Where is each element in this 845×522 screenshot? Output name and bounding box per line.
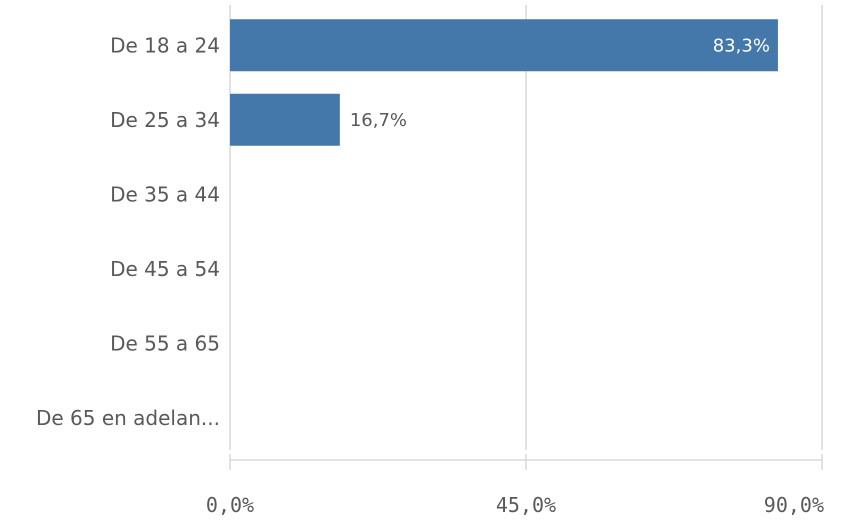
tick-label: 0,0%: [206, 493, 254, 517]
bars: [230, 19, 778, 146]
category-label: De 25 a 34: [110, 108, 220, 132]
category-label: De 18 a 24: [110, 33, 220, 57]
bar[interactable]: [230, 93, 340, 146]
x-axis-ticks: 0,0% 45,0% 90,0%: [206, 454, 824, 517]
data-label: 16,7%: [350, 110, 407, 131]
category-label: De 45 a 54: [110, 257, 220, 281]
bar[interactable]: [230, 19, 778, 72]
category-label: De 55 a 65: [110, 331, 220, 355]
data-labels: 83,3% 16,7%: [350, 35, 770, 131]
data-label: 83,3%: [713, 35, 770, 56]
category-label: De 65 en adelan...: [36, 406, 220, 430]
category-label: De 35 a 44: [110, 182, 220, 206]
tick-label: 45,0%: [496, 493, 556, 517]
tick-label: 90,0%: [764, 493, 824, 517]
grid: [229, 5, 823, 450]
category-labels: De 18 a 24 De 25 a 34 De 35 a 44 De 45 a 54…: [36, 33, 220, 430]
